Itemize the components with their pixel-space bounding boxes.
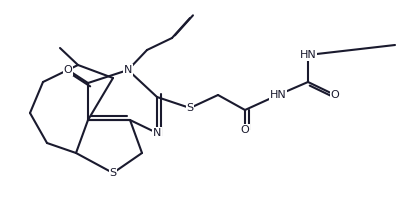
Text: HN: HN xyxy=(270,90,286,100)
Text: HN: HN xyxy=(300,50,317,60)
Text: O: O xyxy=(240,125,249,135)
Text: N: N xyxy=(153,128,161,138)
Text: S: S xyxy=(110,168,117,178)
Text: S: S xyxy=(187,103,193,113)
Text: O: O xyxy=(330,90,339,100)
Text: N: N xyxy=(124,65,132,75)
Text: O: O xyxy=(64,65,72,75)
